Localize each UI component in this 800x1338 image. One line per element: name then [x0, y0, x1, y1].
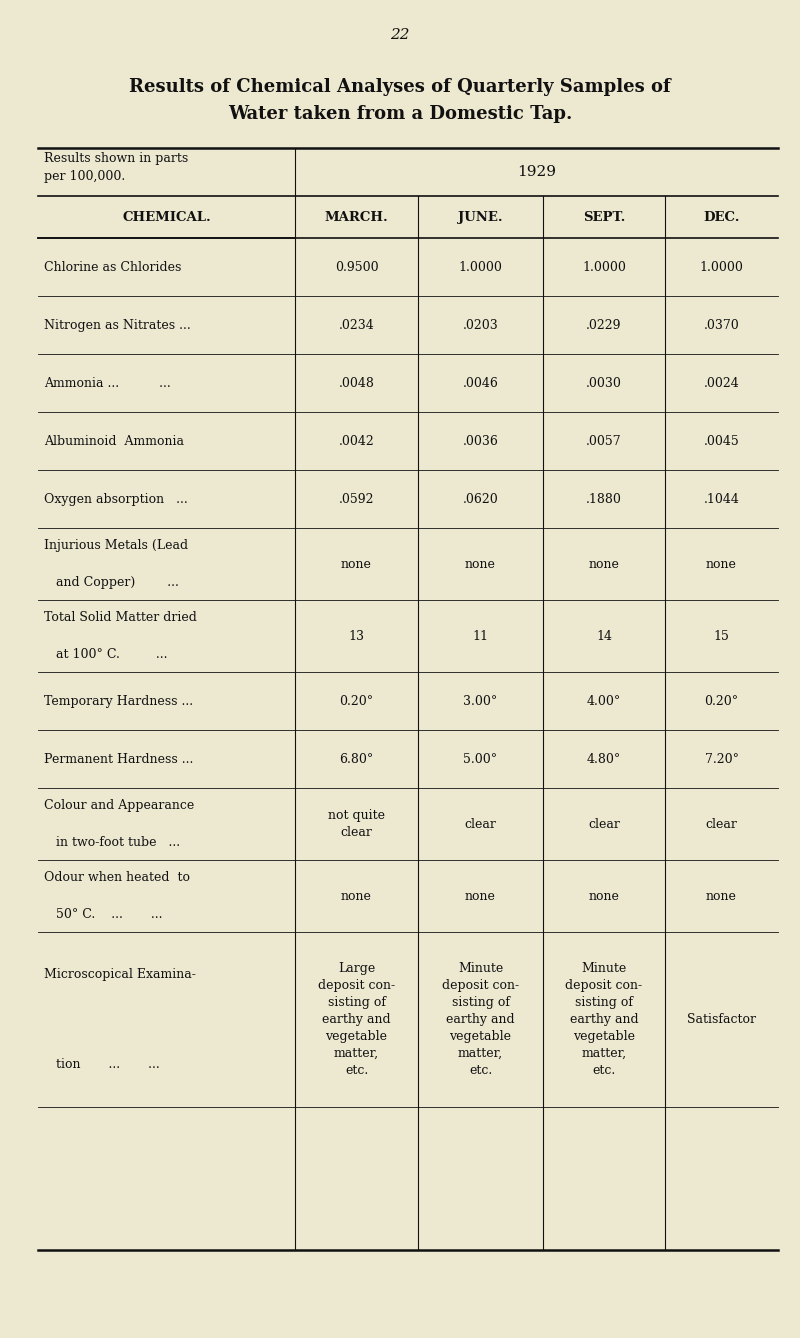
Text: MARCH.: MARCH.: [325, 210, 388, 223]
Text: DEC.: DEC.: [703, 210, 740, 223]
Text: 0.20°: 0.20°: [339, 694, 374, 708]
Text: none: none: [706, 890, 737, 903]
Text: in two-foot tube   ...: in two-foot tube ...: [44, 836, 180, 850]
Text: .0048: .0048: [338, 376, 374, 389]
Text: none: none: [341, 890, 372, 903]
Text: .1044: .1044: [703, 492, 739, 506]
Text: CHEMICAL.: CHEMICAL.: [122, 210, 211, 223]
Text: 14: 14: [596, 629, 612, 642]
Text: 1.0000: 1.0000: [582, 261, 626, 273]
Text: Minute
deposit con-
sisting of
earthy and
vegetable
matter,
etc.: Minute deposit con- sisting of earthy an…: [566, 962, 642, 1077]
Text: tion       ...       ...: tion ... ...: [44, 1058, 160, 1072]
Text: 6.80°: 6.80°: [339, 752, 374, 765]
Text: 5.00°: 5.00°: [463, 752, 498, 765]
Text: none: none: [465, 558, 496, 570]
Text: 11: 11: [473, 629, 489, 642]
Text: .0203: .0203: [462, 318, 498, 332]
Text: .0024: .0024: [704, 376, 739, 389]
Text: at 100° C.         ...: at 100° C. ...: [44, 648, 167, 661]
Text: clear: clear: [706, 818, 738, 831]
Text: Chlorine as Chlorides: Chlorine as Chlorides: [44, 261, 182, 273]
Text: Total Solid Matter dried: Total Solid Matter dried: [44, 610, 197, 624]
Text: Results shown in parts
per 100,000.: Results shown in parts per 100,000.: [44, 153, 188, 183]
Text: none: none: [341, 558, 372, 570]
Text: Microscopical Examina-: Microscopical Examina-: [44, 967, 196, 981]
Text: 1929: 1929: [517, 165, 556, 179]
Text: clear: clear: [465, 818, 497, 831]
Text: .0057: .0057: [586, 435, 622, 447]
Text: 50° C.    ...       ...: 50° C. ... ...: [44, 909, 162, 922]
Text: .0592: .0592: [338, 492, 374, 506]
Text: 7.20°: 7.20°: [705, 752, 738, 765]
Text: Nitrogen as Nitrates ...: Nitrogen as Nitrates ...: [44, 318, 190, 332]
Text: Satisfactor: Satisfactor: [687, 1013, 756, 1026]
Text: Large
deposit con-
sisting of
earthy and
vegetable
matter,
etc.: Large deposit con- sisting of earthy and…: [318, 962, 395, 1077]
Text: 22: 22: [390, 28, 410, 41]
Text: Albuminoid  Ammonia: Albuminoid Ammonia: [44, 435, 184, 447]
Text: .0042: .0042: [338, 435, 374, 447]
Text: 4.00°: 4.00°: [587, 694, 621, 708]
Text: none: none: [589, 558, 619, 570]
Text: Temporary Hardness ...: Temporary Hardness ...: [44, 694, 193, 708]
Text: and Copper)        ...: and Copper) ...: [44, 577, 179, 589]
Text: 3.00°: 3.00°: [463, 694, 498, 708]
Text: Injurious Metals (Lead: Injurious Metals (Lead: [44, 539, 188, 551]
Text: .0045: .0045: [704, 435, 739, 447]
Text: clear: clear: [588, 818, 620, 831]
Text: .0229: .0229: [586, 318, 622, 332]
Text: Colour and Appearance: Colour and Appearance: [44, 799, 194, 812]
Text: JUNE.: JUNE.: [458, 210, 503, 223]
Text: Oxygen absorption   ...: Oxygen absorption ...: [44, 492, 188, 506]
Text: 0.9500: 0.9500: [334, 261, 378, 273]
Text: 0.20°: 0.20°: [705, 694, 738, 708]
Text: .0620: .0620: [462, 492, 498, 506]
Text: Ammonia ...          ...: Ammonia ... ...: [44, 376, 170, 389]
Text: .0370: .0370: [704, 318, 739, 332]
Text: Odour when heated  to: Odour when heated to: [44, 871, 190, 884]
Text: Minute
deposit con-
sisting of
earthy and
vegetable
matter,
etc.: Minute deposit con- sisting of earthy an…: [442, 962, 519, 1077]
Text: 1.0000: 1.0000: [458, 261, 502, 273]
Text: 4.80°: 4.80°: [587, 752, 621, 765]
Text: none: none: [465, 890, 496, 903]
Text: Permanent Hardness ...: Permanent Hardness ...: [44, 752, 194, 765]
Text: Water taken from a Domestic Tap.: Water taken from a Domestic Tap.: [228, 104, 572, 123]
Text: .0046: .0046: [462, 376, 498, 389]
Text: 15: 15: [714, 629, 730, 642]
Text: SEPT.: SEPT.: [583, 210, 625, 223]
Text: 1.0000: 1.0000: [699, 261, 743, 273]
Text: 13: 13: [349, 629, 365, 642]
Text: none: none: [589, 890, 619, 903]
Text: none: none: [706, 558, 737, 570]
Text: Results of Chemical Analyses of Quarterly Samples of: Results of Chemical Analyses of Quarterl…: [129, 78, 671, 96]
Text: .0234: .0234: [338, 318, 374, 332]
Text: .0030: .0030: [586, 376, 622, 389]
Text: .0036: .0036: [462, 435, 498, 447]
Text: .1880: .1880: [586, 492, 622, 506]
Text: not quite
clear: not quite clear: [328, 809, 385, 839]
